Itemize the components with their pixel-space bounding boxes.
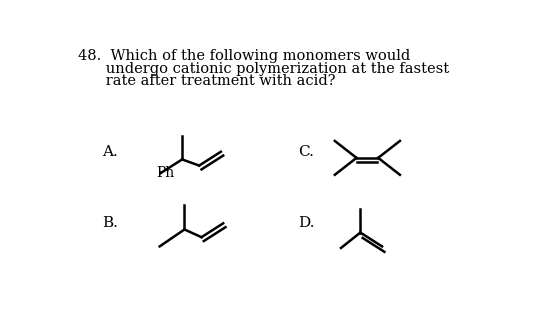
Text: Ph: Ph [157,166,175,180]
Text: rate after treatment with acid?: rate after treatment with acid? [78,74,335,88]
Text: A.: A. [102,145,118,160]
Text: D.: D. [299,216,315,230]
Text: undergo cationic polymerization at the fastest: undergo cationic polymerization at the f… [78,62,449,76]
Text: B.: B. [102,216,118,230]
Text: C.: C. [299,145,314,160]
Text: 48.  Which of the following monomers would: 48. Which of the following monomers woul… [78,49,410,63]
